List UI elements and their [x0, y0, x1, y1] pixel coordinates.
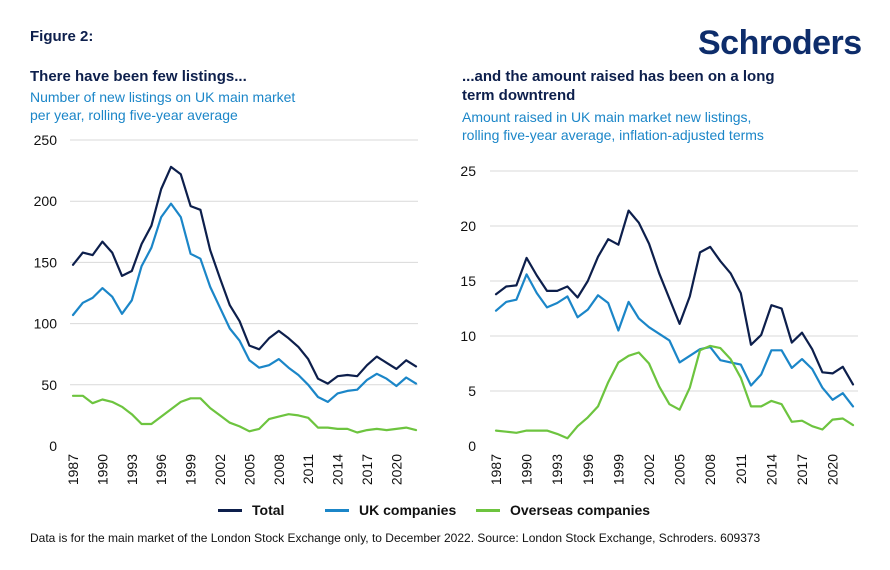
left-x-tick-label: 1996 — [153, 454, 169, 485]
legend-swatch-uk — [325, 508, 349, 512]
left-series-overseas — [71, 394, 418, 434]
left-chart-subtitle-line2: per year, rolling five-year average — [30, 107, 238, 123]
left-series-total — [71, 165, 418, 385]
right-x-tick-label: 2002 — [641, 454, 657, 485]
right-y-tick-label: 25 — [460, 163, 476, 179]
right-x-tick-label: 2005 — [672, 454, 688, 485]
right-y-tick-label: 10 — [460, 328, 476, 344]
right-x-tick-label: 1993 — [549, 454, 565, 485]
left-y-tick-label: 150 — [34, 254, 58, 270]
left-chart-subtitle-line1: Number of new listings on UK main market — [30, 89, 296, 105]
right-x-tick-label: 2011 — [733, 454, 749, 484]
right-x-tick-label: 1996 — [580, 454, 596, 485]
legend-label-uk: UK companies — [359, 502, 457, 518]
left-x-tick-label: 1990 — [94, 454, 110, 485]
legend-label-total: Total — [252, 502, 285, 518]
left-x-tick-label: 2002 — [212, 454, 228, 485]
legend: Total UK companies Overseas companies — [0, 498, 890, 522]
left-x-tick-label: 2005 — [241, 454, 257, 485]
right-chart-subtitle-line1: Amount raised in UK main market new list… — [462, 109, 752, 125]
left-x-tick-label: 1999 — [183, 454, 199, 485]
figure-label: Figure 2: — [30, 28, 94, 45]
left-y-tick-label: 0 — [49, 438, 57, 454]
left-x-tick-label: 2014 — [330, 454, 346, 485]
legend-item-total: Total — [218, 498, 284, 522]
right-series-uk — [494, 273, 855, 408]
schroders-logo: Schroders — [698, 24, 862, 62]
left-x-tick-label: 2017 — [359, 454, 375, 485]
left-x-tick-label: 1993 — [124, 454, 140, 485]
legend-item-overseas: Overseas companies — [476, 498, 650, 522]
right-x-tick-label: 2020 — [825, 454, 841, 485]
right-x-tick-label: 2017 — [794, 454, 810, 485]
right-chart-subtitle-line2: rolling five-year average, inflation-adj… — [462, 127, 764, 143]
right-x-tick-label: 1987 — [488, 454, 504, 485]
left-x-tick-label: 2020 — [388, 454, 404, 485]
legend-swatch-overseas — [476, 508, 500, 512]
right-series-overseas — [494, 344, 855, 440]
left-x-tick-label: 2008 — [271, 454, 287, 485]
left-x-tick-label: 2011 — [300, 454, 316, 484]
legend-item-uk: UK companies — [325, 498, 456, 522]
legend-label-overseas: Overseas companies — [510, 502, 651, 518]
right-y-tick-label: 0 — [468, 438, 476, 454]
right-x-tick-label: 2008 — [702, 454, 718, 485]
right-x-tick-label: 2014 — [763, 454, 779, 485]
left-y-tick-label: 100 — [34, 316, 58, 332]
left-chart-title: There have been few listings... — [30, 68, 247, 85]
footnote: Data is for the main market of the Londo… — [30, 531, 761, 545]
right-y-tick-label: 20 — [460, 218, 476, 234]
right-series-total — [494, 209, 855, 386]
left-y-tick-label: 50 — [41, 377, 57, 393]
left-x-tick-label: 1987 — [65, 454, 81, 485]
left-y-tick-label: 200 — [34, 193, 58, 209]
legend-swatch-total — [218, 508, 242, 512]
right-chart-title-line2: term downtrend — [462, 87, 576, 104]
right-x-tick-label: 1999 — [610, 454, 626, 485]
right-y-tick-label: 5 — [468, 383, 476, 399]
right-x-tick-label: 1990 — [519, 454, 535, 485]
left-series-uk — [71, 202, 418, 403]
right-chart-title-line1: ...and the amount raised has been on a l… — [462, 68, 775, 85]
right-y-tick-label: 15 — [460, 273, 476, 289]
left-y-tick-label: 250 — [34, 132, 58, 148]
